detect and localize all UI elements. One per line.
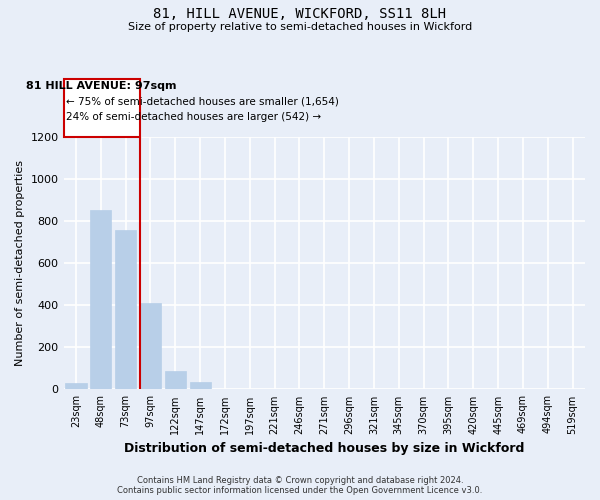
FancyBboxPatch shape [64,78,140,138]
Bar [140,304,161,390]
Text: Contains HM Land Registry data © Crown copyright and database right 2024.
Contai: Contains HM Land Registry data © Crown c… [118,476,482,495]
Bar [90,210,112,390]
Bar [190,382,211,390]
Bar [65,383,86,390]
Text: 81, HILL AVENUE, WICKFORD, SS11 8LH: 81, HILL AVENUE, WICKFORD, SS11 8LH [154,8,446,22]
Bar [165,370,186,390]
Text: 24% of semi-detached houses are larger (542) →: 24% of semi-detached houses are larger (… [66,112,321,122]
Bar [115,230,136,390]
Text: ← 75% of semi-detached houses are smaller (1,654): ← 75% of semi-detached houses are smalle… [66,96,339,106]
Y-axis label: Number of semi-detached properties: Number of semi-detached properties [15,160,25,366]
Text: Size of property relative to semi-detached houses in Wickford: Size of property relative to semi-detach… [128,22,472,32]
Text: 81 HILL AVENUE: 97sqm: 81 HILL AVENUE: 97sqm [26,80,177,90]
X-axis label: Distribution of semi-detached houses by size in Wickford: Distribution of semi-detached houses by … [124,442,524,455]
